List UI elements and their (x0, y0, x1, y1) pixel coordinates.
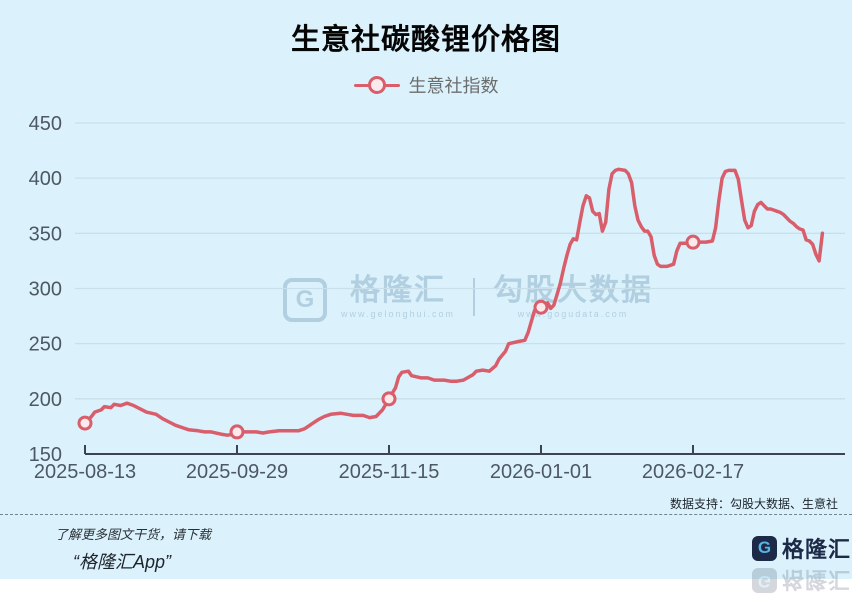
watermark: G 格隆汇 www.gelonghui.com 勾股大数据 www.goguda… (283, 276, 653, 322)
watermark-divider (473, 278, 476, 316)
x-tick-label-2025-08-13: 2025-08-13 (34, 461, 136, 483)
corner-logo-reflection: G 格隆汇 (752, 565, 852, 597)
legend-item-shengyishe-index[interactable]: 生意社指数 (0, 72, 852, 98)
data-point-marker-day-47 (229, 424, 245, 440)
y-tick-label-300: 300 (29, 278, 62, 300)
promo-line1: 了解更多图文干货，请下载 (55, 527, 212, 542)
y-tick-label-450: 450 (29, 113, 62, 135)
y-tick-label-250: 250 (29, 334, 62, 356)
corner-logo-brand: 格隆汇 (782, 537, 852, 562)
x-tick-label-2025-11-15: 2025-11-15 (339, 461, 440, 483)
footer-promo: 了解更多图文干货，请下载 “格隆汇App” (55, 524, 211, 574)
chart-title: 生意社碳酸锂价格图 (290, 24, 561, 56)
y-tick-label-400: 400 (29, 168, 62, 190)
watermark-brand: 格隆汇 (350, 274, 447, 307)
open-circle-icon (367, 76, 386, 94)
price-line-chart: 150 200 250 300 350 400 450 2025-08-13 2025-09-2… (29, 113, 845, 483)
y-tick-label-350: 350 (29, 223, 62, 245)
footer-divider (0, 514, 852, 515)
x-tick-label-2026-02-17: 2026-02-17 (642, 461, 744, 483)
legend-line-marker-icon (353, 76, 400, 94)
legend-label: 生意社指数 (408, 76, 499, 96)
y-tick-label-200: 200 (29, 389, 62, 411)
watermark-partner-url: www.gogudata.com (517, 309, 629, 319)
y-tick-label-150: 150 (29, 444, 62, 466)
data-point-marker-day-141 (533, 299, 549, 315)
promo-line2: “格隆汇App” (73, 552, 172, 572)
x-tick-label-2025-09-29: 2025-09-29 (186, 461, 288, 483)
x-tick-label-2026-01-01: 2026-01-01 (490, 461, 592, 483)
data-point-marker-day-0 (77, 415, 93, 431)
gelonghui-corner-logo: G 格隆汇 G 格隆汇 (752, 532, 852, 597)
corner-logo-main: G 格隆汇 (752, 532, 852, 564)
data-point-marker-day-188 (685, 234, 701, 250)
gelonghui-g-icon: G (752, 535, 777, 561)
gelonghui-logo-icon: G (283, 278, 327, 322)
data-support-note: 数据支持：勾股大数据、生意社 (669, 497, 838, 511)
data-point-marker-day-94 (381, 391, 397, 407)
watermark-brand-url: www.gelonghui.com (341, 309, 456, 319)
watermark-partner: 勾股大数据 (493, 274, 654, 307)
price-line (83, 167, 825, 437)
